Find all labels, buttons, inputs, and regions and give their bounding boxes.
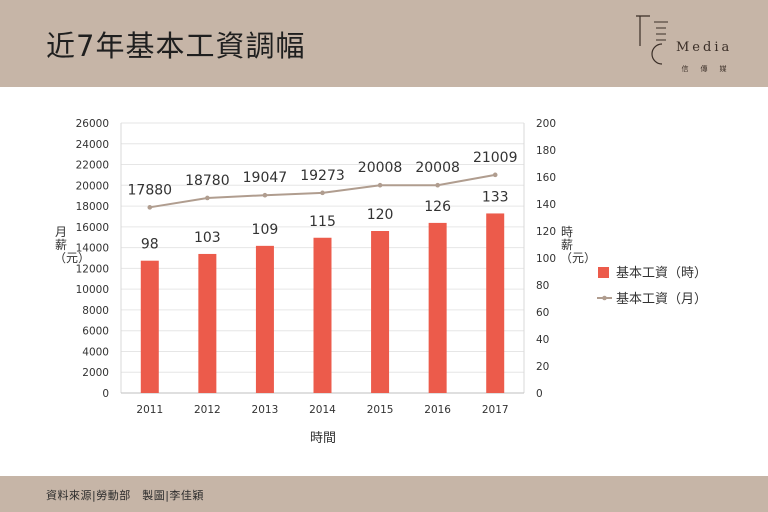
right-tick-label: 100 — [536, 253, 556, 265]
bar — [255, 245, 274, 393]
footer-band — [0, 476, 768, 512]
x-axis-title: 時間 — [310, 431, 336, 446]
legend-bar-label: 基本工資（時） — [616, 266, 707, 281]
bar-value-label: 98 — [141, 237, 159, 253]
left-tick-label: 14000 — [76, 243, 109, 255]
right-tick-label: 200 — [536, 118, 556, 130]
left-tick-label: 20000 — [76, 180, 109, 192]
line-marker — [435, 182, 440, 188]
line-value-label: 21009 — [473, 150, 518, 166]
left-tick-label: 22000 — [76, 160, 109, 172]
right-tick-label: 180 — [536, 145, 556, 157]
right-axis-title: 時薪（元） — [560, 225, 597, 265]
left-tick-label: 18000 — [76, 201, 109, 213]
line-marker — [492, 172, 498, 178]
right-tick-label: 160 — [536, 172, 556, 184]
bar-data-labels: 98 103 109 115 120 126 133 — [141, 189, 509, 252]
left-tick-label: 16000 — [76, 222, 109, 234]
right-tick-label: 20 — [536, 361, 549, 373]
logo-subtitle: 信傳媒 — [681, 65, 739, 73]
line-marker — [262, 192, 268, 198]
page-title: 近7年基本工資調幅 — [46, 29, 306, 63]
logo-text: Media — [676, 40, 733, 55]
right-tick-label: 60 — [536, 307, 549, 319]
bar — [428, 222, 447, 393]
x-axis-ticks: 2011 2012 2013 2014 2015 2016 2017 — [136, 404, 508, 416]
bar — [198, 253, 217, 393]
bar-value-label: 109 — [252, 222, 279, 238]
left-tick-label: 0 — [102, 388, 109, 400]
left-tick-label: 10000 — [76, 284, 109, 296]
right-axis-ticks: 0 20 40 60 80 100 120 140 160 180 200 — [536, 118, 556, 400]
line-value-label: 17880 — [128, 182, 173, 198]
x-tick-label: 2017 — [482, 404, 509, 416]
line-data-labels: 17880 18780 19047 19273 20008 20008 21009 — [128, 150, 518, 198]
legend-bar-swatch — [598, 267, 609, 278]
left-tick-label: 12000 — [76, 263, 109, 275]
left-tick-label: 8000 — [82, 305, 109, 317]
bar-value-label: 120 — [367, 207, 394, 223]
line-value-label: 20008 — [415, 160, 460, 176]
right-tick-label: 120 — [536, 226, 556, 238]
x-tick-label: 2015 — [367, 404, 394, 416]
x-tick-label: 2013 — [252, 404, 279, 416]
bar — [486, 213, 505, 393]
x-tick-label: 2016 — [424, 404, 451, 416]
line-value-label: 18780 — [185, 173, 230, 189]
line-marker — [147, 205, 153, 210]
line-value-label: 20008 — [358, 160, 403, 176]
source-credit: 資料來源|勞動部 製圖|李佳穎 — [46, 489, 204, 502]
bar-value-label: 115 — [309, 214, 336, 230]
wage-chart: 0200040006000800010000120001400016000180… — [76, 118, 707, 446]
bar — [371, 231, 390, 393]
legend: 基本工資（時） 基本工資（月） — [597, 266, 707, 307]
bar — [140, 260, 159, 393]
left-tick-label: 2000 — [82, 367, 109, 379]
left-tick-label: 4000 — [82, 346, 109, 358]
media-logo-icon — [636, 15, 668, 65]
left-tick-label: 6000 — [82, 326, 109, 338]
line-marker — [205, 195, 210, 201]
right-tick-label: 80 — [536, 280, 549, 292]
legend-line-label: 基本工資（月） — [616, 292, 707, 307]
left-axis-title: 月薪（元） — [54, 225, 91, 265]
bar-series — [140, 213, 505, 393]
line-series — [147, 172, 498, 210]
right-tick-label: 140 — [536, 199, 556, 211]
left-tick-label: 26000 — [76, 118, 109, 130]
x-tick-label: 2012 — [194, 404, 221, 416]
right-tick-label: 40 — [536, 334, 549, 346]
bar-value-label: 126 — [424, 199, 451, 215]
line-marker — [320, 190, 325, 196]
x-tick-label: 2011 — [136, 404, 163, 416]
line-marker — [377, 182, 383, 188]
legend-line-marker — [602, 295, 607, 301]
bar — [313, 237, 332, 393]
right-tick-label: 0 — [536, 388, 543, 400]
x-tick-label: 2014 — [309, 404, 336, 416]
left-axis-ticks: 0 2000 4000 6000 8000 10000 12000 14000 16000 180… — [76, 118, 109, 400]
bar-value-label: 133 — [482, 189, 509, 205]
line-value-label: 19273 — [300, 168, 345, 184]
left-tick-label: 24000 — [76, 139, 109, 151]
bar-value-label: 103 — [194, 230, 221, 246]
line-value-label: 19047 — [243, 170, 288, 186]
